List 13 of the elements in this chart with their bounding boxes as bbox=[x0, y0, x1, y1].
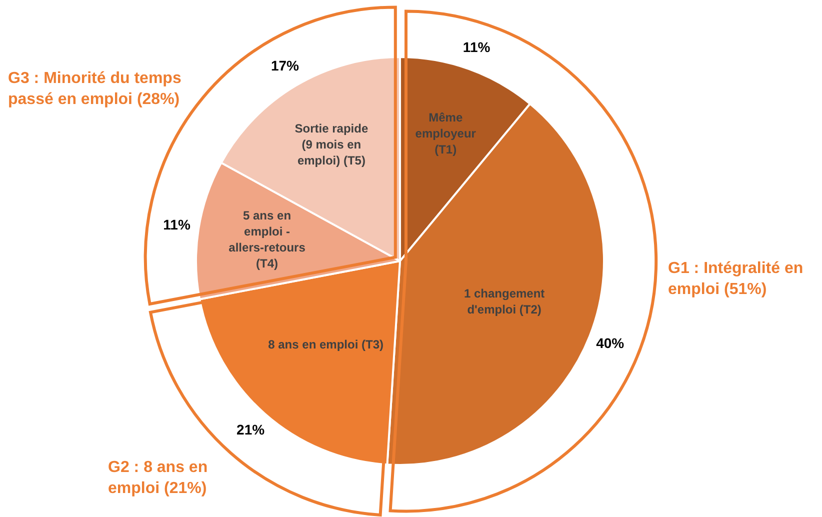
slice-label: 8 ans en emploi (T3) bbox=[268, 337, 384, 352]
data-label: 40% bbox=[596, 335, 625, 352]
text: G2 : 8 ans en emploi (21%) bbox=[108, 458, 209, 499]
slice-label: Sortie rapide (9 mois en emploi) (T5) bbox=[294, 121, 368, 168]
slice-label: 5 ans en emploi - allers-retours (T4) bbox=[228, 208, 306, 270]
data-label: 21% bbox=[236, 421, 266, 438]
slice-label: Même employeur (T1) bbox=[415, 110, 476, 157]
slice-label: 1 changement d'emploi (T2) bbox=[464, 286, 545, 317]
data-label: 17% bbox=[270, 57, 300, 74]
data-label: 11% bbox=[163, 216, 191, 233]
data-label: 11% bbox=[462, 39, 491, 56]
text: G1 : Intégralité en emploi (51%) bbox=[668, 259, 804, 300]
text: G3 : Minorité du temps passé en emploi (28%) bbox=[8, 69, 182, 110]
